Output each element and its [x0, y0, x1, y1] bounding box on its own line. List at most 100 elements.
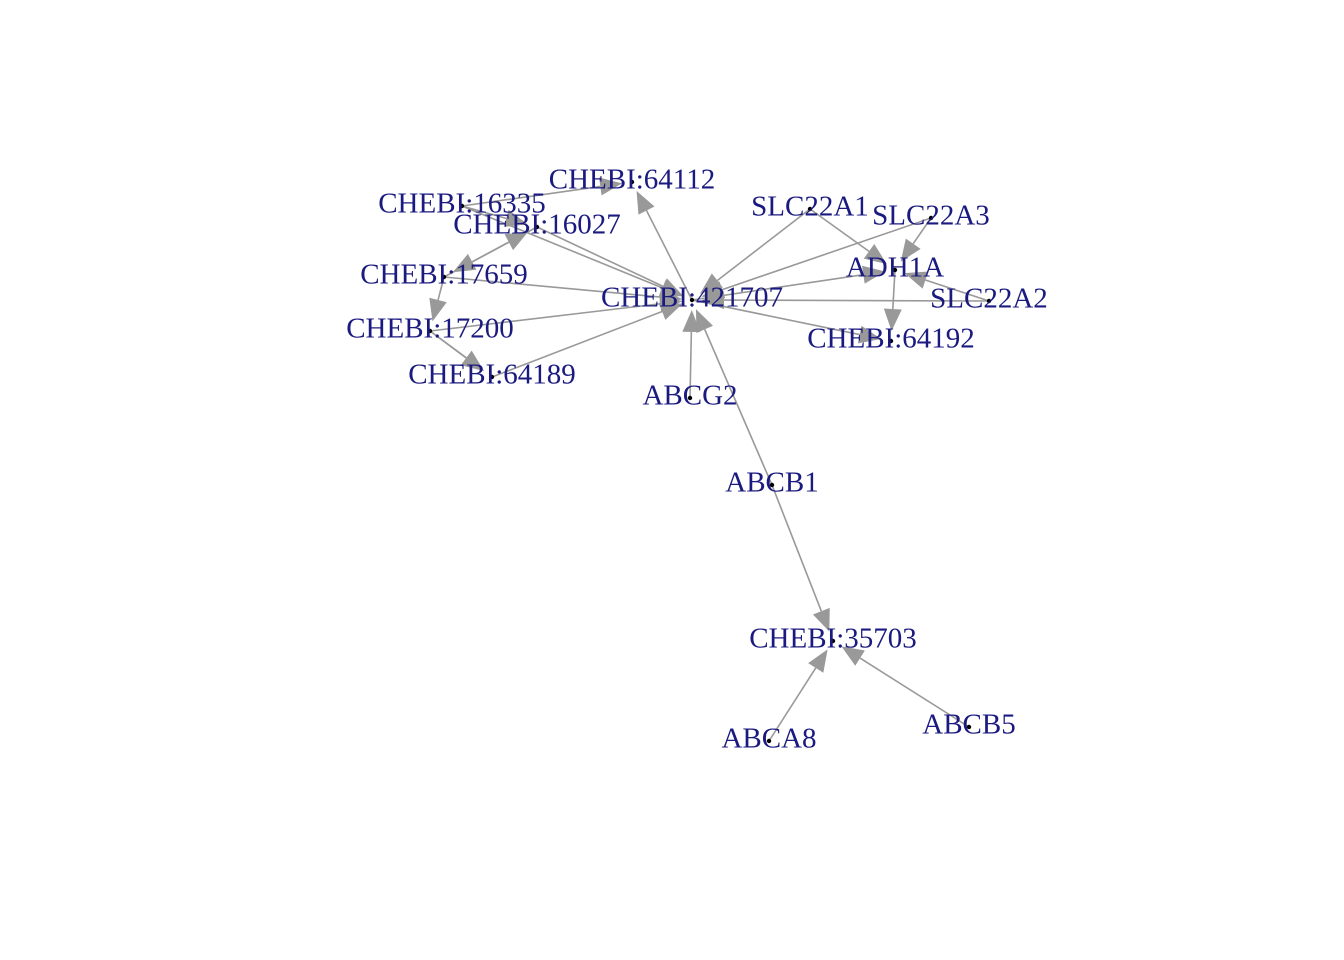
edge-line	[859, 657, 970, 728]
edge-line	[809, 208, 870, 252]
node-vertex	[687, 395, 693, 401]
arrowhead	[452, 253, 477, 273]
edge-chebi-421707-to-chebi-64112	[636, 190, 693, 301]
edge-chebi-17200-to-chebi-64189	[429, 330, 484, 372]
arrowhead	[862, 265, 886, 284]
edge-line	[491, 310, 663, 378]
arrowhead	[599, 177, 623, 196]
edge-line	[723, 299, 990, 302]
edge-line	[645, 210, 693, 301]
edge-line	[689, 331, 693, 399]
node-vertex	[489, 374, 495, 380]
edge-adh1a-to-chebi-64192	[883, 269, 902, 332]
node-label: CHEBI:35703	[749, 623, 917, 655]
node-label: ABCG2	[642, 380, 737, 412]
arrowhead	[504, 231, 529, 251]
node-slc22a1: SLC22A1	[751, 191, 869, 223]
edge-abcb1-to-chebi-421707	[695, 309, 773, 486]
node-vertex	[892, 267, 898, 273]
node-label: ADH1A	[846, 252, 944, 284]
node-vertex	[427, 328, 433, 334]
edge-line	[722, 217, 932, 291]
arrowhead	[900, 238, 921, 262]
edge-chebi-64189-to-chebi-421707	[491, 303, 683, 378]
edge-line	[443, 276, 661, 298]
node-label: CHEBI:64189	[408, 359, 576, 391]
edge-line	[691, 273, 864, 301]
edge-abcb5-to-chebi-35703	[841, 646, 970, 728]
node-vertex	[441, 274, 447, 280]
node-vertex	[807, 206, 813, 212]
node-vertex	[534, 224, 540, 230]
arrowhead	[904, 271, 929, 289]
edge-chebi-16027-to-chebi-17659	[452, 226, 538, 273]
arrowhead	[841, 646, 865, 666]
arrowhead	[503, 209, 528, 228]
node-chebi-421707: CHEBI:421707	[601, 282, 783, 314]
node-label: ABCB5	[922, 709, 1015, 741]
node-vertex	[830, 638, 836, 644]
node-vertex	[888, 338, 894, 344]
node-chebi-16335: CHEBI:16335	[378, 188, 546, 220]
node-label: CHEBI:64112	[549, 164, 715, 196]
edge-line	[429, 330, 467, 359]
node-vertex	[766, 738, 772, 744]
arrowhead	[429, 297, 447, 322]
node-label: SLC22A1	[751, 191, 869, 223]
node-chebi-16027: CHEBI:16027	[453, 209, 621, 241]
arrowhead	[682, 309, 701, 333]
node-chebi-35703: CHEBI:35703	[749, 623, 917, 655]
node-label: SLC22A2	[930, 283, 1048, 315]
arrowhead	[883, 308, 902, 332]
node-chebi-64192: CHEBI:64192	[807, 323, 975, 355]
edge-abca8-to-chebi-35703	[768, 649, 828, 742]
node-vertex	[769, 482, 775, 488]
node-chebi-64112: CHEBI:64112	[549, 164, 715, 196]
edge-line	[461, 205, 507, 220]
edge-line	[925, 279, 990, 302]
node-abca8: ABCA8	[721, 723, 816, 755]
arrowhead	[695, 309, 713, 333]
arrowhead	[658, 303, 683, 320]
node-adh1a: ADH1A	[846, 252, 944, 284]
edge-chebi-17659-to-chebi-17200	[429, 276, 447, 322]
edge-line	[536, 226, 664, 288]
node-vertex	[986, 298, 992, 304]
node-label: CHEBI:421707	[601, 282, 783, 314]
edge-line	[461, 205, 663, 289]
node-vertex	[928, 215, 934, 221]
node-label: ABCA8	[721, 723, 816, 755]
node-chebi-64189: CHEBI:64189	[408, 359, 576, 391]
nodes-layer: CHEBI:421707CHEBI:64112CHEBI:16335CHEBI:…	[346, 164, 1048, 755]
node-vertex	[459, 203, 465, 209]
edge-chebi-16335-to-chebi-64112	[461, 177, 623, 207]
node-chebi-17659: CHEBI:17659	[360, 259, 528, 291]
node-abcg2: ABCG2	[642, 380, 737, 412]
node-label: CHEBI:17659	[360, 259, 528, 291]
node-label: CHEBI:17200	[346, 313, 514, 345]
edge-chebi-16335-to-chebi-16027	[461, 205, 528, 228]
edge-line	[912, 217, 932, 245]
arrowhead	[812, 607, 830, 632]
node-abcb1: ABCB1	[725, 467, 818, 499]
arrowhead	[636, 190, 655, 215]
node-chebi-17200: CHEBI:17200	[346, 313, 514, 345]
edge-line	[461, 185, 601, 207]
node-label: CHEBI:16335	[378, 188, 546, 220]
node-label: ABCB1	[725, 467, 818, 499]
edge-line	[771, 484, 823, 612]
edge-line	[691, 299, 860, 336]
node-vertex	[966, 724, 972, 730]
edge-slc22a1-to-adh1a	[809, 208, 887, 265]
edge-chebi-421707-to-adh1a	[691, 265, 886, 301]
edges-layer	[429, 177, 990, 742]
node-label: SLC22A3	[872, 200, 990, 232]
arrowhead	[460, 350, 484, 372]
edge-slc22a2-to-adh1a	[904, 271, 990, 302]
edge-line	[429, 302, 661, 332]
node-label: CHEBI:16027	[453, 209, 621, 241]
edge-line	[437, 276, 445, 301]
node-vertex	[629, 179, 635, 185]
node-slc22a3: SLC22A3	[872, 200, 990, 232]
